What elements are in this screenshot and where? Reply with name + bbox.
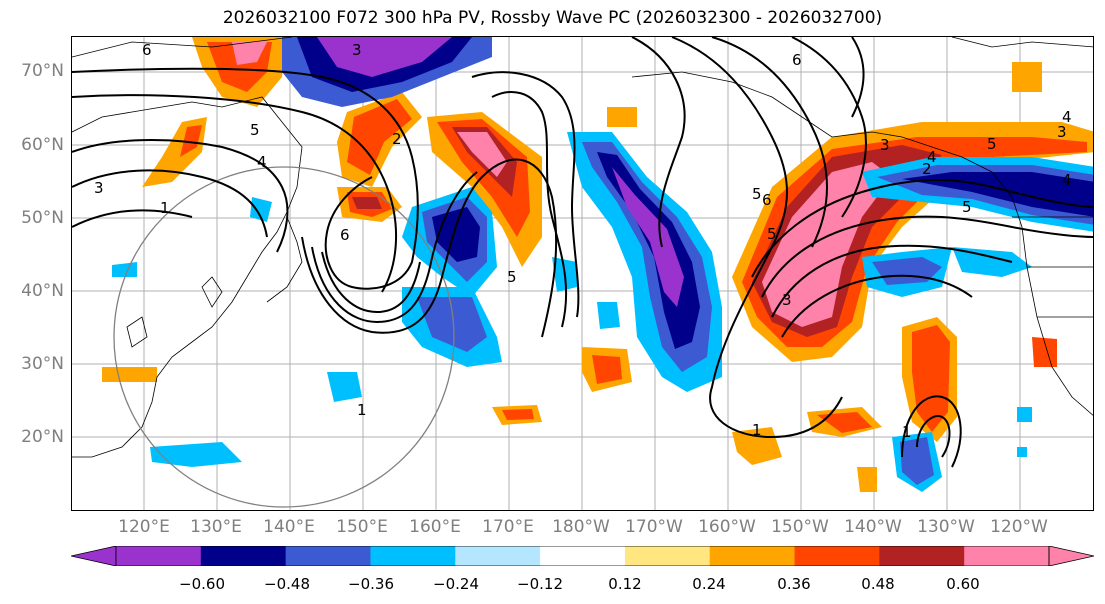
contour-label: 5 bbox=[987, 135, 997, 153]
contour-label: 1 bbox=[160, 199, 170, 217]
contour-label: 1 bbox=[902, 423, 912, 441]
lon-label-140e: 140°E bbox=[263, 517, 315, 537]
colorbar-tick: 0.36 bbox=[777, 575, 811, 593]
colorbar-over-arrow bbox=[1048, 545, 1095, 567]
lon-label-160e: 160°E bbox=[409, 517, 461, 537]
lon-label-150e: 150°E bbox=[336, 517, 388, 537]
contour-label: 2 bbox=[392, 130, 402, 148]
colorbar-segment bbox=[455, 546, 541, 566]
map-canvas: 6 3 5 4 3 1 6 2 5 5 6 5 3 1 3 4 5 5 2 3 … bbox=[72, 37, 1093, 510]
colorbar-tick: −0.24 bbox=[433, 575, 479, 593]
lat-label-60n: 60°N bbox=[21, 135, 64, 155]
colorbar-svg bbox=[70, 545, 1095, 567]
contour-label: 6 bbox=[142, 41, 152, 59]
colorbar bbox=[70, 545, 1095, 567]
lon-label-170e: 170°E bbox=[482, 517, 534, 537]
contour-label: 5 bbox=[767, 225, 777, 243]
pc-contours bbox=[72, 37, 1093, 468]
lat-label-50n: 50°N bbox=[21, 208, 64, 228]
colorbar-tick: −0.36 bbox=[348, 575, 394, 593]
contour-label: 3 bbox=[880, 136, 890, 154]
map-panel: 6 3 5 4 3 1 6 2 5 5 6 5 3 1 3 4 5 5 2 3 … bbox=[71, 36, 1094, 511]
colorbar-segment bbox=[709, 546, 796, 566]
contour-label: 3 bbox=[352, 41, 362, 59]
colorbar-segment bbox=[285, 546, 371, 566]
colorbar-segment bbox=[370, 546, 456, 566]
range-circle bbox=[113, 166, 455, 508]
colorbar-tick: 0.60 bbox=[946, 575, 980, 593]
lat-label-30n: 30°N bbox=[21, 354, 64, 374]
colorbar-segment bbox=[879, 546, 965, 566]
colorbar-segment bbox=[794, 546, 880, 566]
contour-label: 3 bbox=[782, 291, 792, 309]
contour-label: 6 bbox=[762, 191, 772, 209]
colorbar-segment bbox=[116, 546, 202, 566]
colorbar-tick: −0.48 bbox=[264, 575, 310, 593]
lon-label-130w: 130°W bbox=[917, 517, 975, 537]
lon-label-140w: 140°W bbox=[844, 517, 902, 537]
contour-label: 6 bbox=[792, 51, 802, 69]
contour-label: 5 bbox=[752, 185, 762, 203]
contour-label: 4 bbox=[257, 153, 267, 171]
contour-label: 5 bbox=[250, 121, 260, 139]
lon-label-130e: 130°E bbox=[190, 517, 242, 537]
pv-anomaly-shading bbox=[102, 37, 1093, 492]
lon-label-150w: 150°W bbox=[771, 517, 829, 537]
colorbar-tick: 0.48 bbox=[861, 575, 895, 593]
lon-label-120w: 120°W bbox=[990, 517, 1048, 537]
contour-label: 4 bbox=[1062, 171, 1072, 189]
colorbar-segments bbox=[116, 546, 1050, 566]
contour-label: 4 bbox=[927, 148, 937, 166]
colorbar-segment bbox=[964, 546, 1050, 566]
colorbar-tick: −0.60 bbox=[179, 575, 225, 593]
colorbar-tick: −0.12 bbox=[517, 575, 563, 593]
lat-label-40n: 40°N bbox=[21, 281, 64, 301]
lon-label-160w: 160°W bbox=[698, 517, 756, 537]
lat-label-70n: 70°N bbox=[21, 61, 64, 81]
contour-label: 6 bbox=[340, 226, 350, 244]
colorbar-under-arrow bbox=[70, 545, 117, 567]
contour-label: 2 bbox=[922, 160, 932, 178]
lon-label-120e: 120°E bbox=[118, 517, 170, 537]
lon-label-180w: 180°W bbox=[552, 517, 610, 537]
contour-label: 1 bbox=[357, 401, 367, 419]
contour-label: 3 bbox=[1057, 123, 1067, 141]
lat-label-20n: 20°N bbox=[21, 427, 64, 447]
coastlines bbox=[72, 37, 1093, 458]
colorbar-tick: 0.24 bbox=[692, 575, 726, 593]
colorbar-segment bbox=[200, 546, 287, 566]
contour-label: 1 bbox=[752, 421, 762, 439]
contour-label: 3 bbox=[94, 179, 104, 197]
contour-label: 5 bbox=[962, 198, 972, 216]
colorbar-segment bbox=[540, 546, 626, 566]
colorbar-segment bbox=[624, 546, 711, 566]
colorbar-tick: 0.12 bbox=[608, 575, 642, 593]
contour-label: 5 bbox=[507, 268, 517, 286]
map-title: 2026032100 F072 300 hPa PV, Rossby Wave … bbox=[222, 8, 883, 28]
lon-label-170w: 170°W bbox=[625, 517, 683, 537]
contour-labels: 6 3 5 4 3 1 6 2 5 5 6 5 3 1 3 4 5 5 2 3 … bbox=[94, 41, 1072, 441]
contour-label: 4 bbox=[1062, 108, 1072, 126]
